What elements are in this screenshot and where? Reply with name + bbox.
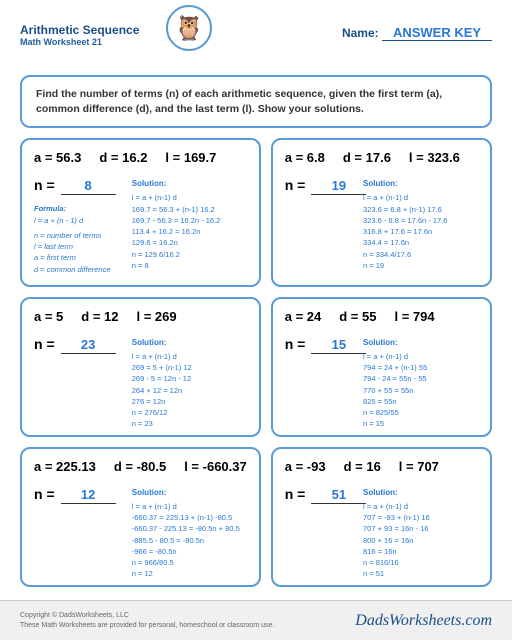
answer-value: 19: [311, 178, 366, 195]
solution-steps: Solution:l = a + (n-1) d323.6 = 6.8 + (n…: [363, 178, 478, 271]
header: Arithmetic Sequence Math Worksheet 21 🦉 …: [0, 0, 512, 70]
answer-value: 12: [61, 487, 116, 504]
title-block: Arithmetic Sequence Math Worksheet 21: [20, 23, 139, 47]
problem-5: a = 225.13d = -80.5l = -660.37n = 12Solu…: [20, 447, 261, 587]
problem-4: a = 24d = 55l = 794n = 15Solution:l = a …: [271, 297, 492, 437]
copyright: Copyright © DadsWorksheets, LLC These Ma…: [20, 611, 274, 629]
name-block: Name: ANSWER KEY: [342, 25, 492, 41]
problem-3: a = 5d = 12l = 269n = 23Solution:l = a +…: [20, 297, 261, 437]
given-values: a = 225.13d = -80.5l = -660.37: [34, 459, 247, 474]
name-label: Name:: [342, 26, 379, 40]
solution-steps: Solution:l = a + (n-1) d794 = 24 + (n-1)…: [363, 337, 478, 430]
solution-steps: Solution:l = a + (n-1) d-660.37 = 225.13…: [132, 487, 247, 580]
logo: 🦉: [166, 5, 216, 65]
answer-value: 23: [61, 337, 116, 354]
given-values: a = 24d = 55l = 794: [285, 309, 478, 324]
answer-key-text: ANSWER KEY: [382, 25, 492, 41]
answer-value: 15: [311, 337, 366, 354]
given-values: a = 5d = 12l = 269: [34, 309, 247, 324]
problem-1: a = 56.3d = 16.2l = 169.7n = 8Solution:l…: [20, 138, 261, 287]
problem-2: a = 6.8d = 17.6l = 323.6n = 19Solution:l…: [271, 138, 492, 287]
given-values: a = -93d = 16l = 707: [285, 459, 478, 474]
worksheet-title: Arithmetic Sequence: [20, 23, 139, 37]
solution-steps: Solution:l = a + (n-1) d169.7 = 56.3 + (…: [132, 178, 247, 271]
answer-value: 8: [61, 178, 116, 195]
solution-steps: Solution:l = a + (n-1) d269 = 5 + (n-1) …: [132, 337, 247, 430]
instructions: Find the number of terms (n) of each ari…: [20, 75, 492, 128]
footer: Copyright © DadsWorksheets, LLC These Ma…: [0, 600, 512, 640]
solution-steps: Solution:l = a + (n-1) d707 = -93 + (n-1…: [363, 487, 478, 580]
problem-6: a = -93d = 16l = 707n = 51Solution:l = a…: [271, 447, 492, 587]
given-values: a = 56.3d = 16.2l = 169.7: [34, 150, 247, 165]
answer-value: 51: [311, 487, 366, 504]
brand: DadsWorksheets.com: [355, 612, 492, 630]
owl-icon: 🦉: [174, 14, 204, 43]
given-values: a = 6.8d = 17.6l = 323.6: [285, 150, 478, 165]
worksheet-subtitle: Math Worksheet 21: [20, 37, 139, 47]
problem-grid: a = 56.3d = 16.2l = 169.7n = 8Solution:l…: [0, 138, 512, 587]
